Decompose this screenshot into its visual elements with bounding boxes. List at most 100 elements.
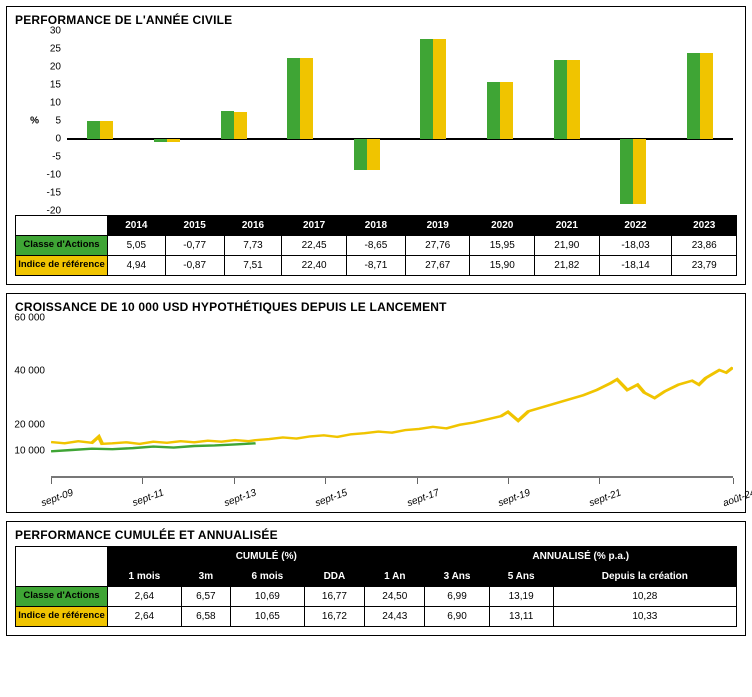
cell-indice: -8,71 [346,256,405,276]
cell-indice: 6,90 [425,607,489,627]
ytick: 20 000 [14,419,51,430]
cell-indice: 10,33 [553,607,736,627]
bar-yellow [567,60,580,139]
ytick: 25 [50,44,67,55]
cell-classe: 23,86 [672,236,737,256]
bar-yellow [100,121,113,139]
row-label-classe: Classe d'Actions [16,236,108,256]
year-header: 2017 [282,216,347,236]
cell-classe: 24,50 [365,587,425,607]
corner-cell [16,547,108,587]
bar-green [87,121,100,139]
year-header: 2021 [535,216,600,236]
cell-classe: 2,64 [108,587,182,607]
cumul-title: PERFORMANCE CUMULÉE ET ANNUALISÉE [15,528,737,542]
ytick: 20 [50,62,67,73]
ytick: 0 [55,134,67,145]
cell-indice: -0,87 [165,256,224,276]
bar-green [420,39,433,139]
cumul-panel: PERFORMANCE CUMULÉE ET ANNUALISÉE CUMULÉ… [6,521,746,636]
col-header: 1 mois [108,567,182,587]
calendar-title: PERFORMANCE DE L'ANNÉE CIVILE [15,13,737,27]
ytick: 60 000 [14,313,51,324]
cell-classe: 15,95 [470,236,535,256]
bar-green [620,139,633,204]
xtick: sept-21 [585,478,624,509]
bar-yellow [167,139,180,142]
cell-classe: 10,28 [553,587,736,607]
row-label-classe: Classe d'Actions [16,587,108,607]
xtick-mark [417,478,418,484]
cell-classe: 22,45 [282,236,347,256]
row-label-indice: Indice de référence [16,256,108,276]
row-label-indice: Indice de référence [16,607,108,627]
cell-indice: 15,90 [470,256,535,276]
bar-green [487,82,500,139]
calendar-table: 2014201520162017201820192020202120222023… [15,215,737,276]
col-header: 1 An [365,567,425,587]
xtick: sept-19 [493,478,532,509]
xtick: sept-09 [36,478,75,509]
cell-indice: 4,94 [108,256,166,276]
xtick-mark [142,478,143,484]
cell-indice: 13,11 [489,607,553,627]
calendar-performance-panel: PERFORMANCE DE L'ANNÉE CIVILE % -20-15-1… [6,6,746,285]
ytick: -20 [47,206,67,217]
ytick: -10 [47,170,67,181]
growth-linechart: 10 00020 00040 00060 000sept-09sept-11se… [51,318,733,478]
xtick-mark [599,478,600,484]
year-header: 2014 [108,216,166,236]
group-annualise: ANNUALISÉ (% p.a.) [425,547,737,567]
col-header: 3 Ans [425,567,489,587]
cell-classe: -0,77 [165,236,224,256]
ytick: 40 000 [14,366,51,377]
growth-panel: CROISSANCE DE 10 000 USD HYPOTHÉTIQUES D… [6,293,746,513]
cell-indice: 23,79 [672,256,737,276]
cell-classe: 10,69 [230,587,304,607]
col-header: 5 Ans [489,567,553,587]
col-header: 6 mois [230,567,304,587]
bar-yellow [300,58,313,139]
bar-yellow [234,112,247,139]
ytick: -5 [52,152,67,163]
bar-green [354,139,367,170]
corner-cell [16,216,108,236]
cell-indice: 2,64 [108,607,182,627]
bar-green [154,139,167,142]
cell-classe: 6,57 [181,587,230,607]
bar-green [287,58,300,139]
year-header: 2015 [165,216,224,236]
cell-indice: 24,43 [365,607,425,627]
cell-classe: 13,19 [489,587,553,607]
col-header: Depuis la création [553,567,736,587]
xaxis-line [51,476,733,478]
cell-classe: 6,99 [425,587,489,607]
xtick: sept-17 [402,478,441,509]
cell-classe: 27,76 [405,236,470,256]
xtick: sept-13 [219,478,258,509]
year-header: 2022 [599,216,672,236]
bar-green [221,111,234,139]
cell-indice: -18,14 [599,256,672,276]
xtick: sept-11 [128,478,166,509]
col-header: DDA [304,567,364,587]
bar-green [687,53,700,139]
bar-yellow [433,39,446,139]
xtick-mark [234,478,235,484]
cell-classe: 21,90 [535,236,600,256]
year-header: 2016 [224,216,282,236]
year-header: 2018 [346,216,405,236]
year-header: 2023 [672,216,737,236]
cumul-table: CUMULÉ (%) ANNUALISÉ (% p.a.) 1 mois3m6 … [15,546,737,627]
xtick-mark [325,478,326,484]
xtick-mark [508,478,509,484]
col-header: 3m [181,567,230,587]
cell-indice: 7,51 [224,256,282,276]
bar-yellow [633,139,646,204]
growth-title: CROISSANCE DE 10 000 USD HYPOTHÉTIQUES D… [15,300,737,314]
bar-green [554,60,567,139]
ytick: 10 [50,98,67,109]
cell-classe: 5,05 [108,236,166,256]
cell-classe: -8,65 [346,236,405,256]
line-indice [51,367,733,444]
